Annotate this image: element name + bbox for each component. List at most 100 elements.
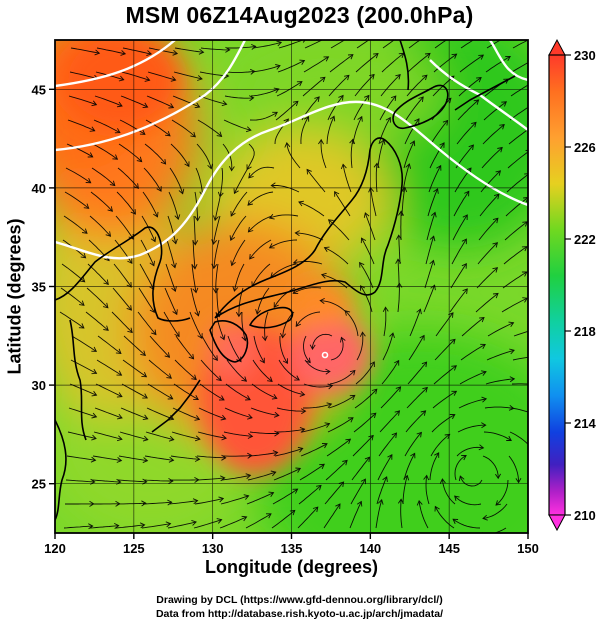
- streamline-arrowhead: [94, 49, 101, 56]
- streamline-arrowhead: [478, 54, 485, 60]
- streamline-arrowhead: [216, 518, 223, 524]
- streamline: [435, 312, 454, 337]
- streamline-arrowhead: [377, 498, 384, 505]
- streamline: [147, 71, 176, 81]
- streamline: [312, 333, 333, 350]
- streamline-arrowhead: [319, 463, 325, 470]
- streamline-arrowhead: [114, 128, 121, 134]
- streamline: [397, 283, 400, 313]
- streamline: [408, 335, 425, 361]
- streamline: [231, 239, 246, 266]
- streamline: [173, 71, 203, 80]
- streamline: [356, 40, 370, 49]
- x-tick-label: 125: [123, 541, 145, 556]
- streamline-arrowhead: [387, 454, 393, 460]
- streamline-arrowhead: [480, 343, 486, 350]
- streamline: [375, 163, 378, 193]
- streamline-arrowhead: [492, 292, 499, 299]
- streamline-arrowhead: [142, 414, 149, 421]
- streamline: [117, 479, 147, 483]
- streamline-arrowhead: [299, 59, 306, 65]
- streamline: [511, 383, 528, 385]
- streamline-arrowhead: [192, 498, 199, 505]
- streamline: [306, 169, 326, 193]
- streamline-arrowhead: [506, 435, 512, 441]
- x-axis-label: Longitude (degrees): [204, 557, 378, 577]
- streamline-arrowhead: [523, 197, 528, 203]
- streamline: [486, 349, 515, 361]
- streamline-arrowhead: [83, 203, 90, 209]
- streamline: [256, 287, 270, 315]
- streamline-arrowhead: [454, 495, 460, 502]
- x-tick-label: 150: [517, 541, 539, 556]
- streamline-arrowhead: [508, 321, 515, 328]
- streamline-arrowhead: [369, 361, 375, 368]
- streamline-arrowhead: [116, 370, 123, 376]
- streamline-arrowhead: [396, 282, 403, 288]
- streamline: [222, 455, 252, 457]
- streamline-arrowhead: [370, 412, 377, 419]
- streamline: [482, 503, 508, 519]
- streamline: [219, 167, 223, 197]
- streamline: [173, 383, 199, 400]
- streamline-arrowhead: [450, 338, 456, 345]
- streamline-arrowhead: [270, 470, 277, 477]
- streamline: [350, 478, 366, 505]
- streamline: [454, 455, 467, 481]
- streamline: [223, 431, 253, 437]
- streamline-arrowhead: [319, 297, 325, 304]
- streamline-arrowhead: [468, 144, 474, 151]
- streamline-arrowhead: [127, 327, 133, 334]
- streamline: [485, 56, 511, 73]
- streamline-arrowhead: [338, 481, 345, 487]
- streamline: [168, 500, 198, 505]
- streamline-arrowhead: [245, 126, 252, 133]
- streamline-arrowhead: [495, 170, 502, 176]
- streamline-arrowhead: [394, 410, 401, 416]
- streamline-arrowhead: [306, 168, 312, 175]
- streamline-arrowhead: [259, 357, 265, 364]
- streamline: [269, 239, 298, 249]
- streamline: [297, 506, 319, 529]
- streamline: [144, 143, 166, 165]
- streamline: [508, 455, 520, 483]
- streamline: [167, 215, 177, 244]
- streamline: [378, 117, 391, 145]
- streamline-arrowhead: [295, 321, 301, 328]
- streamline-arrowhead: [112, 154, 119, 160]
- streamline: [324, 481, 344, 505]
- streamline: [253, 335, 265, 363]
- streamline-arrowhead: [172, 49, 179, 56]
- streamline: [459, 371, 487, 385]
- streamline: [224, 95, 254, 99]
- streamline: [407, 53, 431, 73]
- streamline: [92, 455, 122, 462]
- streamline-arrowhead: [197, 75, 203, 81]
- streamline: [117, 167, 139, 189]
- streamline: [71, 335, 97, 352]
- streamline-arrowhead: [171, 238, 178, 245]
- streamline: [63, 525, 93, 529]
- streamline: [241, 311, 246, 341]
- streamline: [434, 338, 456, 361]
- streamline: [430, 120, 448, 145]
- streamline: [458, 77, 482, 97]
- streamline: [507, 151, 528, 169]
- streamline-arrowhead: [342, 459, 348, 466]
- streamline-arrowhead: [213, 215, 219, 222]
- streamline-arrowhead: [479, 316, 485, 323]
- streamline: [89, 525, 119, 529]
- streamline-arrowhead: [316, 484, 322, 491]
- streamline: [354, 74, 375, 97]
- streamline: [277, 383, 305, 396]
- streamline-arrowhead: [218, 395, 225, 401]
- streamline-arrowhead: [340, 163, 347, 170]
- streamline-arrowhead: [349, 394, 356, 401]
- streamline: [137, 311, 157, 335]
- streamline-arrowhead: [212, 355, 218, 362]
- streamline-arrowhead: [338, 94, 344, 101]
- streamline: [214, 191, 222, 221]
- streamline: [219, 516, 247, 529]
- streamline: [118, 143, 143, 162]
- streamline: [353, 95, 370, 121]
